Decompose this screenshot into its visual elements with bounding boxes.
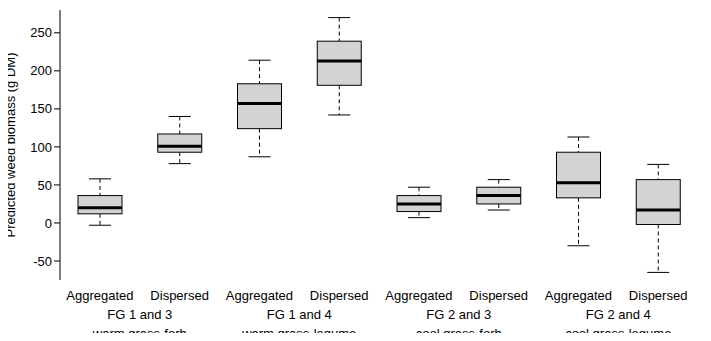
svg-text:Dispersed: Dispersed [469, 288, 528, 303]
svg-text:FG 1 and 3: FG 1 and 3 [107, 307, 172, 322]
svg-text:Dispersed: Dispersed [310, 288, 369, 303]
svg-text:cool grass-legume: cool grass-legume [565, 326, 671, 333]
svg-text:Aggregated: Aggregated [226, 288, 293, 303]
svg-text:200: 200 [30, 63, 52, 78]
svg-text:250: 250 [30, 25, 52, 40]
svg-text:Dispersed: Dispersed [150, 288, 209, 303]
svg-text:FG 1 and 4: FG 1 and 4 [267, 307, 332, 322]
svg-text:150: 150 [30, 101, 52, 116]
svg-text:FG 2 and 3: FG 2 and 3 [426, 307, 491, 322]
svg-text:warm grass-forb: warm grass-forb [92, 326, 187, 333]
svg-text:-50: -50 [33, 254, 52, 269]
svg-text:0: 0 [45, 216, 52, 231]
svg-text:Dispersed: Dispersed [629, 288, 688, 303]
svg-text:cool grass-forb: cool grass-forb [416, 326, 502, 333]
svg-text:100: 100 [30, 140, 52, 155]
svg-text:FG 2 and 4: FG 2 and 4 [586, 307, 651, 322]
svg-text:50: 50 [38, 178, 52, 193]
svg-text:Aggregated: Aggregated [66, 288, 133, 303]
svg-text:warm grass-legume: warm grass-legume [241, 326, 356, 333]
svg-text:Predicted weed biomass (g DM): Predicted weed biomass (g DM) [8, 53, 18, 238]
svg-text:Aggregated: Aggregated [385, 288, 452, 303]
svg-text:Aggregated: Aggregated [545, 288, 612, 303]
